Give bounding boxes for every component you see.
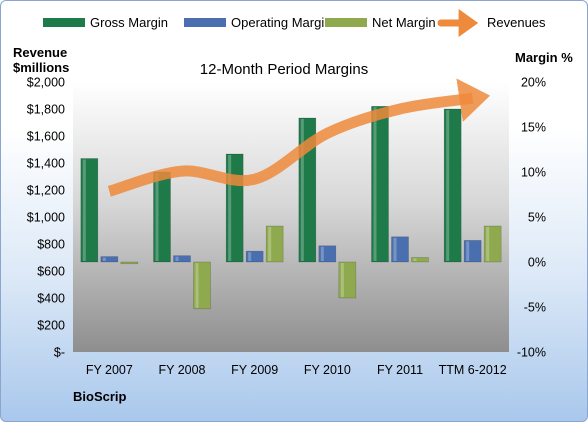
category-label: TTM 6-2012	[439, 363, 507, 377]
category-label: FY 2009	[231, 363, 278, 377]
left-tick-label: $1,400	[27, 157, 65, 171]
net-margin-bar	[120, 261, 139, 265]
bar-highlight	[466, 241, 470, 261]
bar-highlight	[486, 227, 490, 261]
left-axis-label-line2: $millions	[13, 60, 69, 75]
bar-highlight	[373, 107, 377, 261]
right-tick-label: 15%	[521, 121, 546, 135]
legend-swatch-net-margin	[325, 18, 367, 27]
bar-highlight	[446, 110, 450, 261]
left-tick-label: $600	[37, 265, 65, 279]
left-tick-label: $-	[54, 346, 65, 360]
left-tick-label: $1,800	[27, 103, 65, 117]
net-margin-bar	[265, 225, 284, 263]
legend-label-gross-margin: Gross Margin	[90, 15, 168, 30]
net-margin-bar	[193, 261, 211, 310]
right-axis-label: Margin %	[515, 50, 573, 65]
net-margin-bar	[411, 257, 429, 263]
bar-highlight	[268, 227, 272, 261]
category-label: FY 2007	[86, 363, 133, 377]
operating-margin-bar	[100, 256, 119, 263]
legend-label-revenues: Revenues	[487, 15, 546, 30]
category-label: FY 2011	[377, 363, 423, 377]
bar-highlight	[320, 246, 324, 261]
legend: Gross Margin Operating Margin Net Margin…	[43, 9, 546, 37]
revenues-line	[107, 78, 491, 197]
bar-highlight	[102, 257, 106, 261]
operating-margin-bar	[391, 236, 409, 263]
operating-margin-bar	[245, 250, 264, 263]
bar-highlight	[175, 256, 179, 261]
company-name: BioScrip	[73, 389, 127, 404]
category-label: FY 2008	[158, 363, 205, 377]
legend-swatch-operating-margin	[184, 18, 226, 27]
net-margin-bar	[338, 261, 357, 299]
operating-margin-bar	[318, 245, 337, 263]
net-margin-bar	[483, 225, 502, 263]
operating-margin-bar	[173, 255, 191, 263]
bar-highlight	[300, 119, 304, 261]
gross-margin-bar	[371, 106, 389, 263]
category-label: FY 2010	[304, 363, 351, 377]
left-tick-label: $400	[37, 292, 65, 306]
left-tick-label: $2,000	[27, 76, 65, 90]
right-tick-label: -10%	[517, 346, 546, 360]
bar-highlight	[228, 155, 232, 261]
legend-swatch-gross-margin	[43, 18, 85, 27]
bar-highlight	[413, 258, 417, 261]
left-tick-label: $1,200	[27, 184, 65, 198]
bar-highlight	[155, 173, 159, 261]
bar-highlight	[248, 252, 252, 261]
legend-label-operating-margin: Operating Margin	[231, 15, 331, 30]
left-tick-label: $1,600	[27, 130, 65, 144]
bar-highlight	[82, 159, 86, 261]
left-tick-label: $200	[37, 319, 65, 333]
gross-margin-bar	[80, 158, 99, 263]
left-tick-label: $1,000	[27, 211, 65, 225]
gross-margin-bar	[443, 108, 462, 263]
legend-label-net-margin: Net Margin	[372, 15, 436, 30]
operating-margin-bar	[463, 240, 482, 263]
chart-title: 12-Month Period Margins	[200, 61, 368, 78]
bar-highlight	[393, 237, 397, 261]
right-tick-label: -5%	[524, 301, 546, 315]
right-tick-label: 5%	[528, 211, 546, 225]
right-tick-label: 20%	[521, 76, 546, 90]
right-tick-label: 0%	[528, 256, 546, 270]
right-tick-label: 10%	[521, 166, 546, 180]
bar-highlight	[195, 263, 199, 308]
bar-highlight	[340, 263, 344, 297]
left-tick-label: $800	[37, 238, 65, 252]
left-axis-label-line1: Revenue	[13, 45, 67, 60]
plot-area	[73, 82, 509, 352]
